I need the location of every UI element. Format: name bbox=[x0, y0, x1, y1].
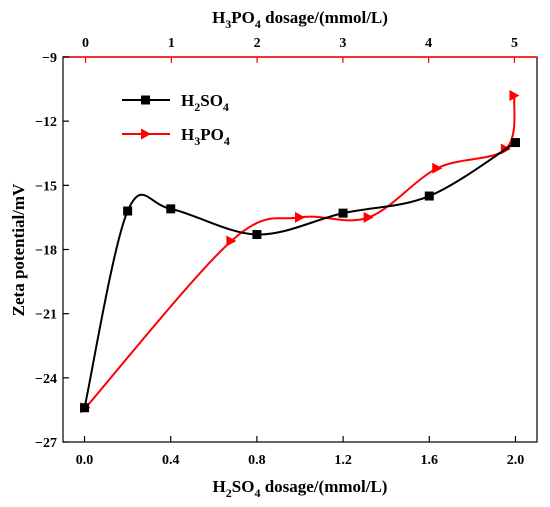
x2-tick-label: 0 bbox=[82, 36, 89, 51]
data-point-h2so4 bbox=[338, 208, 348, 218]
x-axis-title: H2SO4 dosage/(mmol/L) bbox=[213, 477, 388, 500]
plot-frame bbox=[62, 56, 538, 443]
series-line-h3po4 bbox=[84, 95, 516, 409]
y-tick-label: −18 bbox=[35, 244, 57, 259]
legend-h2so4-label: H2SO4 bbox=[181, 91, 229, 114]
data-point-h3po4 bbox=[226, 235, 237, 247]
y-tick-label: −27 bbox=[35, 436, 57, 451]
legend-h2so4-marker bbox=[141, 95, 150, 105]
data-point-h3po4 bbox=[295, 211, 305, 223]
data-point-h3po4 bbox=[509, 90, 520, 101]
data-point-h3po4 bbox=[363, 211, 374, 223]
data-point-h2so4 bbox=[123, 206, 133, 216]
data-point-h2so4 bbox=[510, 138, 520, 148]
x-tick-label: 0.0 bbox=[76, 453, 94, 468]
data-point-h2so4 bbox=[166, 204, 176, 214]
y-tick-label: −12 bbox=[35, 115, 57, 130]
y-axis-title: Zeta potential/mV bbox=[9, 183, 28, 316]
data-point-h2so4 bbox=[424, 191, 434, 201]
x2-tick-label: 3 bbox=[339, 36, 346, 51]
x2-tick-label: 4 bbox=[425, 36, 432, 51]
legend-h3po4-label: H3PO4 bbox=[181, 125, 230, 148]
data-point-h3po4 bbox=[432, 162, 443, 174]
x2-tick-label: 5 bbox=[511, 36, 518, 51]
axis-ticks: 0.0 0.4 0.8 1.2 1.6 2.0 0 1 2 3 4 5 −27 −24 −21 −18 −15 −… bbox=[35, 36, 524, 468]
y-tick-label: −15 bbox=[35, 179, 57, 194]
legend: H2SO4 H3PO4 bbox=[122, 91, 230, 148]
data-series bbox=[80, 90, 520, 414]
x-tick-label: 0.8 bbox=[248, 453, 266, 468]
y-tick-label: −21 bbox=[35, 308, 57, 323]
y-tick-label: −24 bbox=[35, 372, 57, 387]
data-point-h2so4 bbox=[252, 230, 262, 240]
x-tick-label: 1.6 bbox=[421, 453, 439, 468]
y-tick-label: −9 bbox=[42, 51, 57, 66]
series-line-h2so4 bbox=[83, 141, 516, 408]
legend-h3po4-marker bbox=[141, 128, 151, 140]
x2-tick-label: 2 bbox=[254, 36, 261, 51]
x-tick-label: 1.2 bbox=[334, 453, 352, 468]
x-tick-label: 0.4 bbox=[162, 453, 180, 468]
x2-tick-label: 1 bbox=[168, 36, 175, 51]
data-point-h2so4 bbox=[80, 403, 90, 413]
x-tick-label: 2.0 bbox=[507, 453, 525, 468]
x2-axis-title: H3PO4 dosage/(mmol/L) bbox=[212, 8, 388, 31]
